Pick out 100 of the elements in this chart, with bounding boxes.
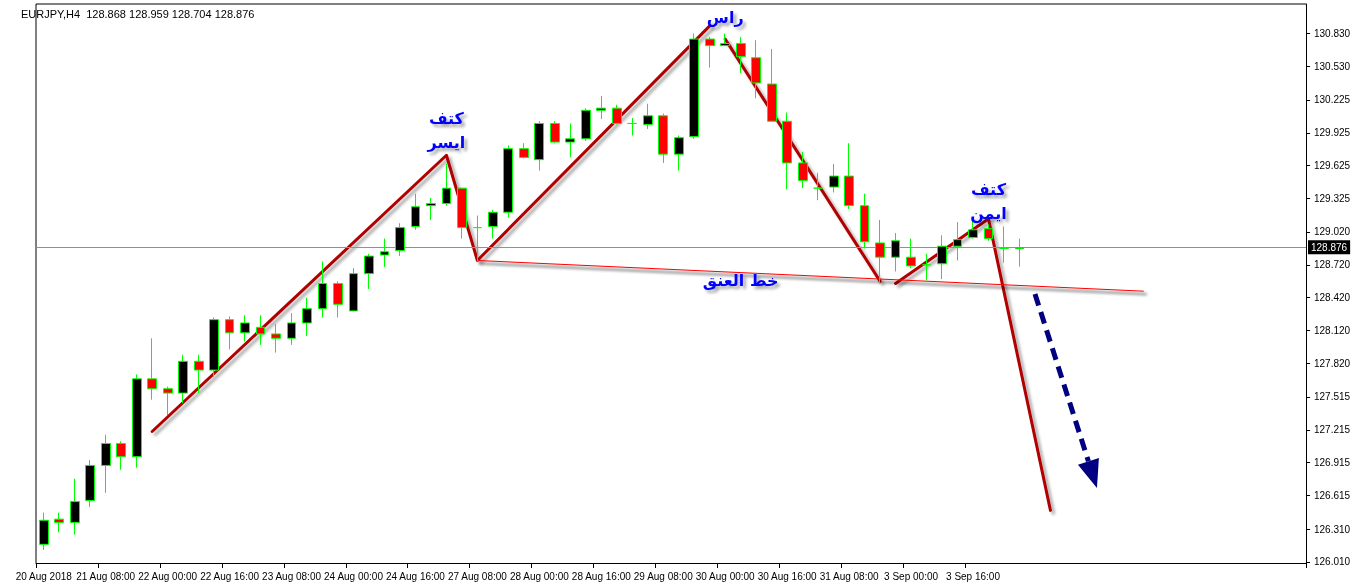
x-tick-label: 24 Aug 00:00 bbox=[324, 570, 384, 582]
candlestick bbox=[984, 223, 993, 242]
y-tick-label: 126.615 bbox=[1314, 490, 1351, 502]
x-tick-label: 30 Aug 00:00 bbox=[695, 570, 756, 582]
candlestick bbox=[751, 39, 761, 99]
candlestick bbox=[116, 440, 126, 471]
candlestick bbox=[225, 315, 234, 350]
candlestick bbox=[720, 33, 730, 47]
chart-title: EURJPY,H4 128.868 128.959 128.704 128.876 bbox=[21, 7, 255, 20]
candlestick bbox=[349, 267, 358, 312]
candlestick bbox=[194, 354, 204, 394]
candlestick bbox=[163, 386, 173, 416]
x-tick-label: 29 Aug 08:00 bbox=[633, 570, 694, 582]
x-tick-label: 21 Aug 08:00 bbox=[76, 570, 136, 582]
candlestick bbox=[380, 238, 389, 268]
candlestick bbox=[627, 117, 637, 137]
candlestick bbox=[736, 36, 746, 74]
x-tick-label: 22 Aug 00:00 bbox=[138, 570, 198, 582]
annotation: كتف ايمن bbox=[970, 179, 1007, 223]
y-tick-label: 128.420 bbox=[1314, 292, 1351, 304]
y-tick-label: 127.820 bbox=[1314, 358, 1351, 370]
candlestick bbox=[411, 193, 420, 231]
x-tick-label: 3 Sep 16:00 bbox=[946, 570, 1001, 582]
candlestick bbox=[256, 314, 265, 346]
y-tick-label: 126.915 bbox=[1314, 457, 1351, 469]
candlestick bbox=[503, 144, 513, 219]
candlestick bbox=[318, 261, 327, 318]
y-tick-label: 130.830 bbox=[1314, 28, 1351, 40]
x-tick-label: 31 Aug 08:00 bbox=[819, 570, 880, 582]
y-tick-label: 128.720 bbox=[1314, 259, 1351, 271]
x-tick-label: 20 Aug 2018 bbox=[15, 570, 73, 582]
candlestick bbox=[906, 238, 916, 269]
y-tick-label: 129.925 bbox=[1314, 127, 1351, 139]
candlestick bbox=[565, 122, 575, 158]
candlestick bbox=[999, 226, 1009, 264]
y-tick-label: 129.625 bbox=[1314, 160, 1351, 172]
ref-line-label: 128.876 bbox=[1311, 241, 1348, 253]
candlestick bbox=[767, 48, 777, 122]
annotation: راس bbox=[706, 7, 744, 27]
candlestick bbox=[658, 113, 668, 164]
candlestick bbox=[473, 215, 482, 263]
y-tick-label: 126.010 bbox=[1314, 556, 1351, 568]
candlestick bbox=[209, 316, 219, 378]
candlestick bbox=[612, 104, 622, 126]
candlestick bbox=[147, 337, 157, 401]
candlestick bbox=[534, 120, 544, 172]
x-tick-label: 28 Aug 16:00 bbox=[571, 570, 632, 582]
annotation: كتف ايسر bbox=[426, 108, 466, 152]
candlestick bbox=[101, 434, 111, 494]
candlestick bbox=[689, 33, 699, 140]
candlestick bbox=[488, 209, 498, 240]
candlestick bbox=[860, 193, 869, 249]
candlestick bbox=[922, 253, 931, 281]
x-tick-label: 23 Aug 08:00 bbox=[262, 570, 322, 582]
annotation: خط العنق bbox=[702, 270, 779, 290]
candlestick bbox=[54, 512, 64, 533]
candlestick bbox=[333, 280, 343, 318]
candlestick bbox=[287, 312, 296, 346]
candlestick bbox=[302, 297, 312, 337]
candlestick bbox=[550, 120, 560, 144]
candlestick bbox=[85, 459, 95, 508]
candlestick bbox=[457, 187, 467, 240]
candlestick bbox=[581, 107, 591, 142]
x-tick-label: 27 Aug 08:00 bbox=[447, 570, 508, 582]
candlestick bbox=[813, 172, 823, 201]
y-tick-label: 126.310 bbox=[1314, 523, 1351, 535]
candlestick bbox=[674, 135, 684, 172]
candlestick bbox=[643, 103, 653, 130]
candlestick bbox=[178, 354, 188, 404]
x-tick-label: 22 Aug 16:00 bbox=[200, 570, 260, 582]
candlestick bbox=[442, 163, 451, 207]
candlestick bbox=[39, 512, 49, 551]
candlestick bbox=[596, 95, 606, 120]
candlestick bbox=[364, 253, 374, 290]
x-tick-label: 30 Aug 16:00 bbox=[757, 570, 818, 582]
y-tick-label: 130.225 bbox=[1314, 94, 1351, 106]
candlestick bbox=[1015, 238, 1024, 268]
x-tick-label: 28 Aug 00:00 bbox=[509, 570, 570, 582]
y-tick-label: 129.325 bbox=[1314, 193, 1351, 205]
candlestick bbox=[705, 36, 715, 69]
candlestick bbox=[829, 163, 839, 194]
candlestick bbox=[426, 197, 436, 221]
y-tick-label: 129.020 bbox=[1314, 226, 1351, 238]
candlestick bbox=[70, 478, 80, 535]
candlestick bbox=[132, 373, 142, 469]
candlestick bbox=[519, 142, 529, 160]
y-tick-label: 130.530 bbox=[1314, 60, 1351, 72]
x-tick-label: 24 Aug 16:00 bbox=[385, 570, 446, 582]
candlestick bbox=[937, 234, 947, 280]
y-tick-label: 127.215 bbox=[1314, 424, 1351, 436]
candlestick bbox=[782, 112, 792, 190]
candlestick bbox=[953, 221, 962, 261]
candlestick bbox=[240, 314, 250, 343]
candlestick bbox=[271, 323, 281, 354]
candlestick bbox=[844, 142, 854, 210]
y-tick-label: 128.120 bbox=[1314, 325, 1351, 337]
candlestick bbox=[798, 151, 808, 189]
x-tick-label: 3 Sep 00:00 bbox=[884, 570, 939, 582]
candlestick bbox=[395, 222, 405, 257]
y-tick-label: 127.515 bbox=[1314, 391, 1351, 403]
